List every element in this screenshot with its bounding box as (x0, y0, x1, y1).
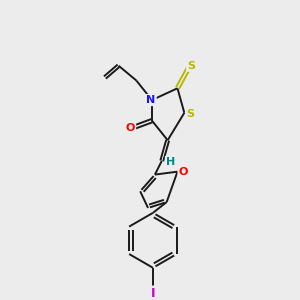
Text: N: N (146, 95, 156, 105)
Text: I: I (151, 287, 155, 300)
Text: H: H (166, 157, 175, 167)
Text: S: S (187, 61, 195, 71)
Text: O: O (126, 122, 135, 133)
Text: O: O (179, 167, 188, 177)
Text: S: S (186, 109, 194, 119)
